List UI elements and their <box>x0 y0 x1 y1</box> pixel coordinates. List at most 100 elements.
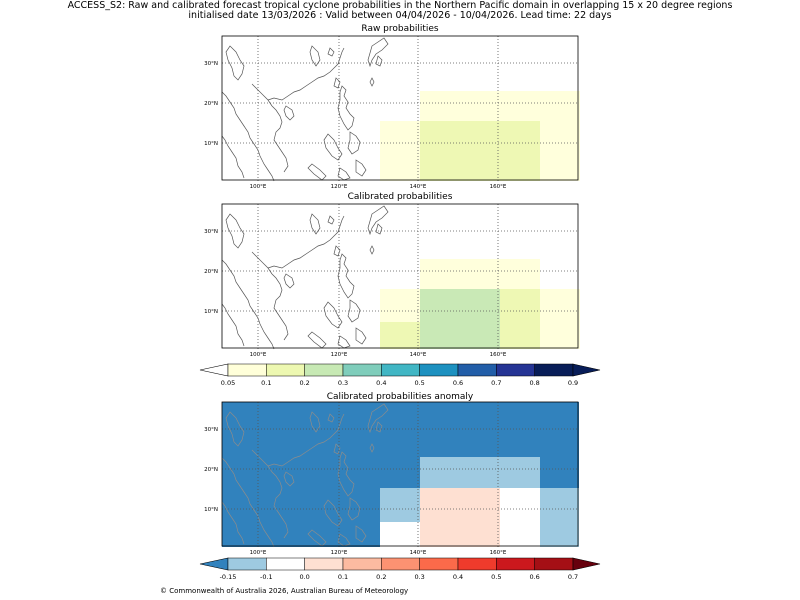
colorbar-tick-label: 0.9 <box>567 379 579 387</box>
probability-colorbar-labels: 0.05 0.1 0.2 0.3 0.4 0.5 0.6 0.7 0.8 0.9 <box>0 379 800 389</box>
region-cell <box>420 488 500 547</box>
region-cell <box>420 289 500 349</box>
colorbar-bin <box>266 363 305 377</box>
map-frame <box>221 401 579 547</box>
shading <box>380 91 580 181</box>
coastline-segment <box>337 85 355 131</box>
map-frame <box>221 35 579 181</box>
figure-title-line1: ACCESS_S2: Raw and calibrated forecast t… <box>67 0 733 11</box>
colorbar-extend-low <box>199 557 229 571</box>
coastline-segment <box>333 245 341 257</box>
colorbar-tick-label: 0.4 <box>376 379 387 387</box>
longitude-tick-label: 160°E <box>490 352 507 358</box>
coastline-segment <box>267 47 345 101</box>
longitude-tick-label: 140°E <box>410 184 427 190</box>
coastline-segment <box>225 411 245 447</box>
colorbar-tick-label: 0.05 <box>220 379 236 387</box>
coastline-segment <box>221 501 245 545</box>
region-cell <box>540 289 580 349</box>
colorbar-extend-low <box>199 363 229 377</box>
coastline-segment <box>369 245 375 255</box>
coastline-segment <box>307 331 327 349</box>
colorbar-bin <box>381 363 420 377</box>
colorbar-tick-label: 0.3 <box>414 573 425 581</box>
region-cell <box>380 488 420 522</box>
coastline-segment <box>283 471 295 487</box>
coastline-segment <box>355 327 367 345</box>
longitude-tick-label: 100°E <box>250 184 267 190</box>
coastline-segment <box>251 83 289 173</box>
coastline <box>221 205 389 350</box>
colorbar-tick-label: 0.8 <box>529 379 540 387</box>
longitude-tick-label: 120°E <box>331 184 348 190</box>
gridlines <box>222 402 579 547</box>
colorbar-tick-label: 0.2 <box>299 379 310 387</box>
coastline-segment <box>225 45 245 81</box>
coastline-segment <box>309 213 321 235</box>
coastline-segment <box>333 443 341 455</box>
map-calibrated-anomaly: 100°E 120°E 140°E 160°E 30°N 20°N 10°N <box>204 401 579 556</box>
coastline-segment <box>369 77 375 87</box>
colorbar-bin <box>227 557 267 571</box>
colorbar-tick-label: 0.7 <box>491 379 502 387</box>
coastline-segment <box>347 497 361 521</box>
coastline-segment <box>221 303 245 347</box>
latitude-tick-label: 30°N <box>204 229 218 235</box>
latitude-tick-label: 20°N <box>204 269 218 275</box>
region-cell <box>500 488 540 547</box>
coastline-segment <box>355 525 367 543</box>
panel-title-anomaly: Calibrated probabilities anomaly <box>326 392 474 402</box>
coastline <box>221 37 389 182</box>
panel-title-calibrated: Calibrated probabilities <box>347 192 453 202</box>
colorbar-tick-label: 0.7 <box>567 573 579 581</box>
region-cell <box>420 457 540 488</box>
colorbar-bin <box>342 557 382 571</box>
colorbar-bin <box>534 363 574 377</box>
longitude-tick-label: 120°E <box>331 550 348 556</box>
colorbar-tick-label: -0.15 <box>219 573 237 581</box>
colorbar-bin <box>534 557 574 571</box>
latitude-tick-label: 10°N <box>204 507 218 513</box>
shading <box>380 259 580 349</box>
colorbar-tick-label: 0.3 <box>337 379 349 387</box>
longitude-tick-label: 160°E <box>490 184 507 190</box>
coastline-segment <box>367 37 389 68</box>
longitude-tick-label: 100°E <box>250 550 267 556</box>
colorbar-bin <box>381 557 420 571</box>
colorbar-tick-label: 0.6 <box>452 379 464 387</box>
coastline-segment <box>333 77 341 89</box>
coastline-segment <box>375 421 383 433</box>
colorbar-tick-label: 0.2 <box>376 573 387 581</box>
coastline-segment <box>375 223 383 235</box>
colorbar-tick-label: 0.5 <box>491 573 502 581</box>
coastline-segment <box>221 91 275 182</box>
region-cell <box>380 121 420 181</box>
map-raw-probabilities: 100°E 120°E 140°E 160°E 30°N 20°N 10°N <box>204 35 580 190</box>
latitude-tick-label: 10°N <box>204 141 218 147</box>
axis-labels: 100°E 120°E 140°E 160°E 30°N 20°N 10°N <box>204 61 507 190</box>
coastline-segment <box>307 163 327 181</box>
gridlines <box>222 36 579 181</box>
anomaly-colorbar <box>199 557 601 571</box>
coastline-segment <box>283 105 295 121</box>
colorbar-bin <box>419 557 459 571</box>
coastline-segment <box>309 45 321 67</box>
colorbar-extend-high <box>572 363 601 377</box>
coastline-segment <box>375 55 383 67</box>
colorbar-bin <box>227 363 267 377</box>
region-cell <box>420 121 540 181</box>
longitude-tick-label: 100°E <box>250 352 267 358</box>
region-cell <box>540 488 579 547</box>
colorbar-bin <box>419 363 459 377</box>
coastline-segment <box>367 205 389 236</box>
coastline-segment <box>251 251 289 341</box>
coastline-segment <box>337 253 355 299</box>
coastline-segment <box>347 299 361 323</box>
colorbar-bin <box>496 363 535 377</box>
axis-labels: 100°E 120°E 140°E 160°E 30°N 20°N 10°N <box>204 427 507 556</box>
latitude-tick-label: 20°N <box>204 101 218 107</box>
coastline-segment <box>327 413 335 423</box>
coastline-segment <box>337 335 351 349</box>
axis-labels: 100°E 120°E 140°E 160°E 30°N 20°N 10°N <box>204 229 507 358</box>
map-frame <box>221 203 579 349</box>
